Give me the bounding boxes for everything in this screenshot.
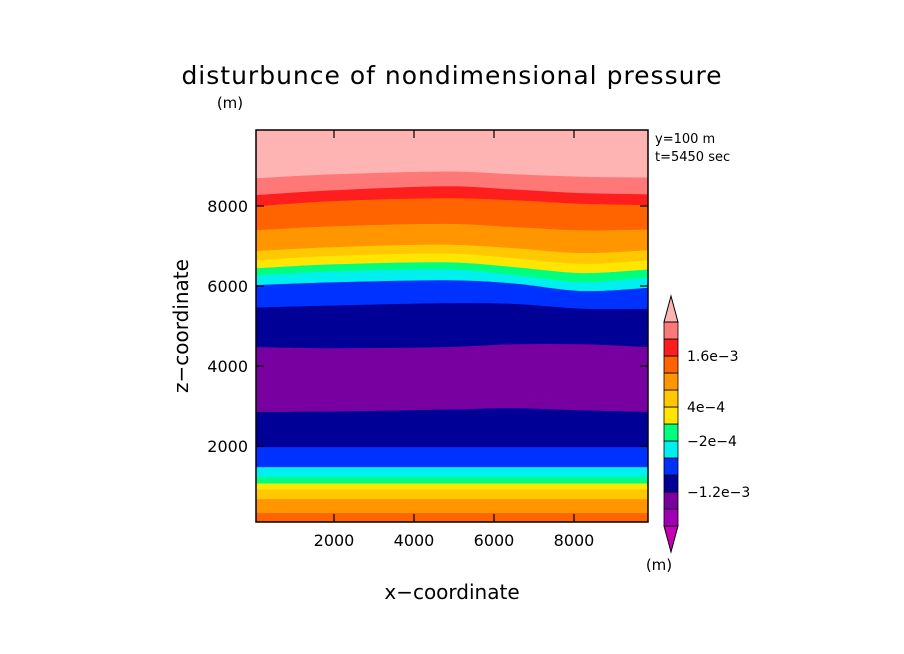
colorbar-swatch-1 [663, 508, 679, 527]
info-y-value: y=100 m [655, 132, 715, 147]
y-axis-label: z−coordinate [169, 259, 193, 393]
colorbar-label: 4e−4 [687, 400, 725, 416]
y-tick-label: 6000 [207, 277, 248, 296]
info-time-value: t=5450 sec [655, 150, 730, 165]
contour-band-6 [255, 446, 649, 468]
colorbar-swatch-2 [663, 491, 679, 510]
colorbar-lower-triangle [663, 525, 679, 554]
colorbar: 1.6e−3 4e−4 −2e−4 −1.2e−3 [663, 294, 750, 554]
contour-band-4 [255, 476, 649, 484]
colorbar-swatch-3 [663, 474, 679, 493]
x-axis-label: x−coordinate [384, 580, 519, 604]
contour-band-0 [255, 512, 649, 523]
x-tick-label: 2000 [314, 531, 355, 550]
colorbar-label: −1.2e−3 [687, 485, 750, 501]
colorbar-label: −2e−4 [687, 434, 737, 450]
y-unit-label: (m) [217, 94, 243, 112]
contour-band-1 [255, 498, 649, 514]
colorbar-swatch-10 [663, 355, 679, 374]
colorbar-swatch-6 [663, 423, 679, 442]
contour-band-5 [255, 466, 649, 478]
colorbar-label: 1.6e−3 [687, 349, 739, 365]
y-tick-label: 4000 [207, 357, 248, 376]
x-tick-label: 8000 [554, 531, 595, 550]
colorbar-upper-triangle [663, 294, 679, 323]
plot-frame [255, 129, 649, 523]
colorbar-swatch-11 [663, 338, 679, 357]
y-tick-label: 8000 [207, 197, 248, 216]
colorbar-swatch-5 [663, 440, 679, 459]
contour-bands [255, 129, 649, 523]
colorbar-unit-label: (m) [646, 556, 672, 574]
colorbar-swatch-7 [663, 406, 679, 425]
x-tick-label: 6000 [474, 531, 515, 550]
contour-band-9 [255, 302, 649, 349]
colorbar-swatch-8 [663, 389, 679, 408]
chart-title: disturbunce of nondimensional pressure [181, 61, 722, 90]
contour-band-2 [255, 488, 649, 500]
colorbar-swatch-4 [663, 457, 679, 476]
contour-band-19 [255, 129, 649, 179]
colorbar-swatch-9 [663, 372, 679, 391]
contour-band-8 [255, 343, 649, 412]
y-axis: 2000 4000 6000 8000 [207, 197, 648, 456]
contour-band-7 [255, 407, 649, 448]
y-tick-label: 2000 [207, 437, 248, 456]
x-axis: 2000 4000 6000 8000 [314, 130, 595, 550]
contour-band-3 [255, 482, 649, 490]
colorbar-swatch-12 [663, 321, 679, 340]
x-tick-label: 4000 [394, 531, 435, 550]
